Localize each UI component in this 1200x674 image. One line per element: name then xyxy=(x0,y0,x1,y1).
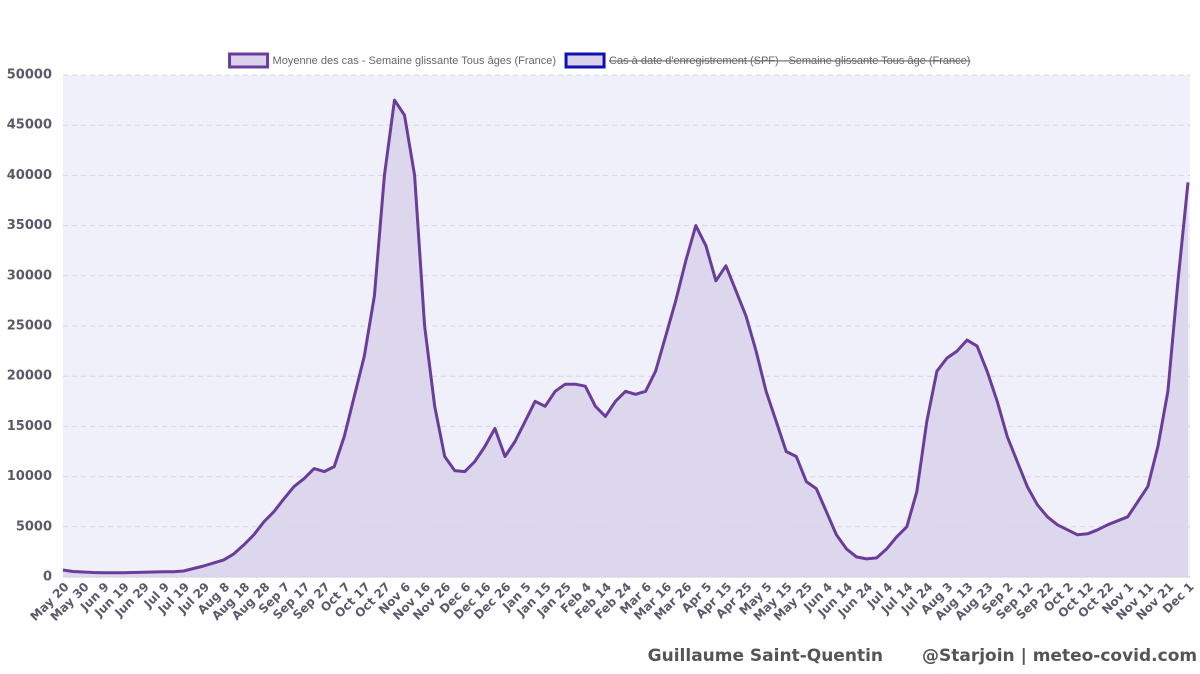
y-tick-label: 40000 xyxy=(7,168,52,183)
y-tick-label: 50000 xyxy=(7,68,52,83)
y-tick-label: 5000 xyxy=(16,519,52,534)
footer-author: Guillaume Saint-Quentin xyxy=(648,646,883,666)
y-tick-label: 45000 xyxy=(7,118,52,133)
legend-swatch xyxy=(228,52,270,69)
footer-handle: @Starjoin | meteo-covid.com xyxy=(922,646,1197,666)
y-tick-label: 30000 xyxy=(7,268,52,283)
y-tick-label: 35000 xyxy=(7,218,52,233)
area xyxy=(63,100,1188,577)
line xyxy=(62,98,1190,575)
legend-label: Cas à date d'enregistrement (SPF) - Sema… xyxy=(609,55,970,67)
legend-label: Moyenne des cas - Semaine glissante Tous… xyxy=(273,55,557,67)
y-tick-label: 0 xyxy=(43,570,52,585)
y-tick-label: 10000 xyxy=(7,469,52,484)
y-tick-label: 20000 xyxy=(7,369,52,384)
y-tick-label: 15000 xyxy=(7,419,52,434)
legend-swatch xyxy=(564,52,606,69)
y-tick-label: 25000 xyxy=(7,319,52,334)
